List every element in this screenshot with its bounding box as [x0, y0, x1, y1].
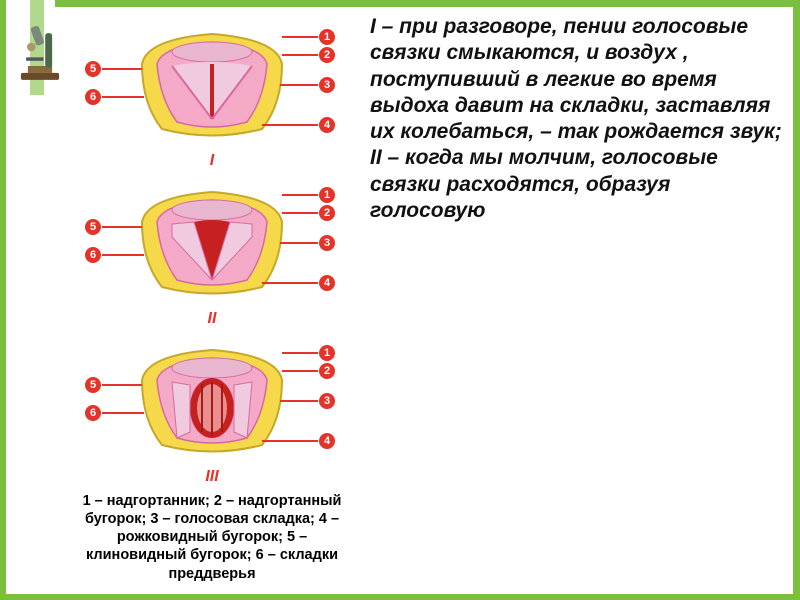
- roman-III: III: [205, 468, 218, 486]
- larynx-view-III: 1 2 3 4 5 6 III: [82, 332, 342, 482]
- label-6: 6: [84, 88, 102, 106]
- label-2: 2: [318, 46, 336, 64]
- label-1: 1: [318, 186, 336, 204]
- label-5: 5: [84, 60, 102, 78]
- roman-I: I: [210, 152, 214, 170]
- label-4: 4: [318, 116, 336, 134]
- label-1: 1: [318, 28, 336, 46]
- diagram-column: 1 2 3 4 5 6 I 1: [62, 8, 362, 592]
- label-4: 4: [318, 432, 336, 450]
- body-text: I – при разговоре, пении голосовые связк…: [370, 14, 784, 224]
- label-2: 2: [318, 204, 336, 222]
- label-3: 3: [318, 392, 336, 410]
- label-2: 2: [318, 362, 336, 380]
- label-4: 4: [318, 274, 336, 292]
- larynx-view-I: 1 2 3 4 5 6 I: [82, 16, 342, 166]
- label-1: 1: [318, 344, 336, 362]
- microscope-icon: [14, 22, 66, 84]
- larynx-view-II: 1 2 3 4 5 6 II: [82, 174, 342, 324]
- label-3: 3: [318, 234, 336, 252]
- diagram-caption: 1 – надгортанник; 2 – надгортанный бугор…: [62, 490, 362, 583]
- label-5: 5: [84, 376, 102, 394]
- label-3: 3: [318, 76, 336, 94]
- label-6: 6: [84, 404, 102, 422]
- label-5: 5: [84, 218, 102, 236]
- main-content: 1 2 3 4 5 6 I 1: [62, 8, 790, 592]
- text-column: I – при разговоре, пении голосовые связк…: [362, 8, 790, 592]
- label-6: 6: [84, 246, 102, 264]
- roman-II: II: [208, 310, 217, 328]
